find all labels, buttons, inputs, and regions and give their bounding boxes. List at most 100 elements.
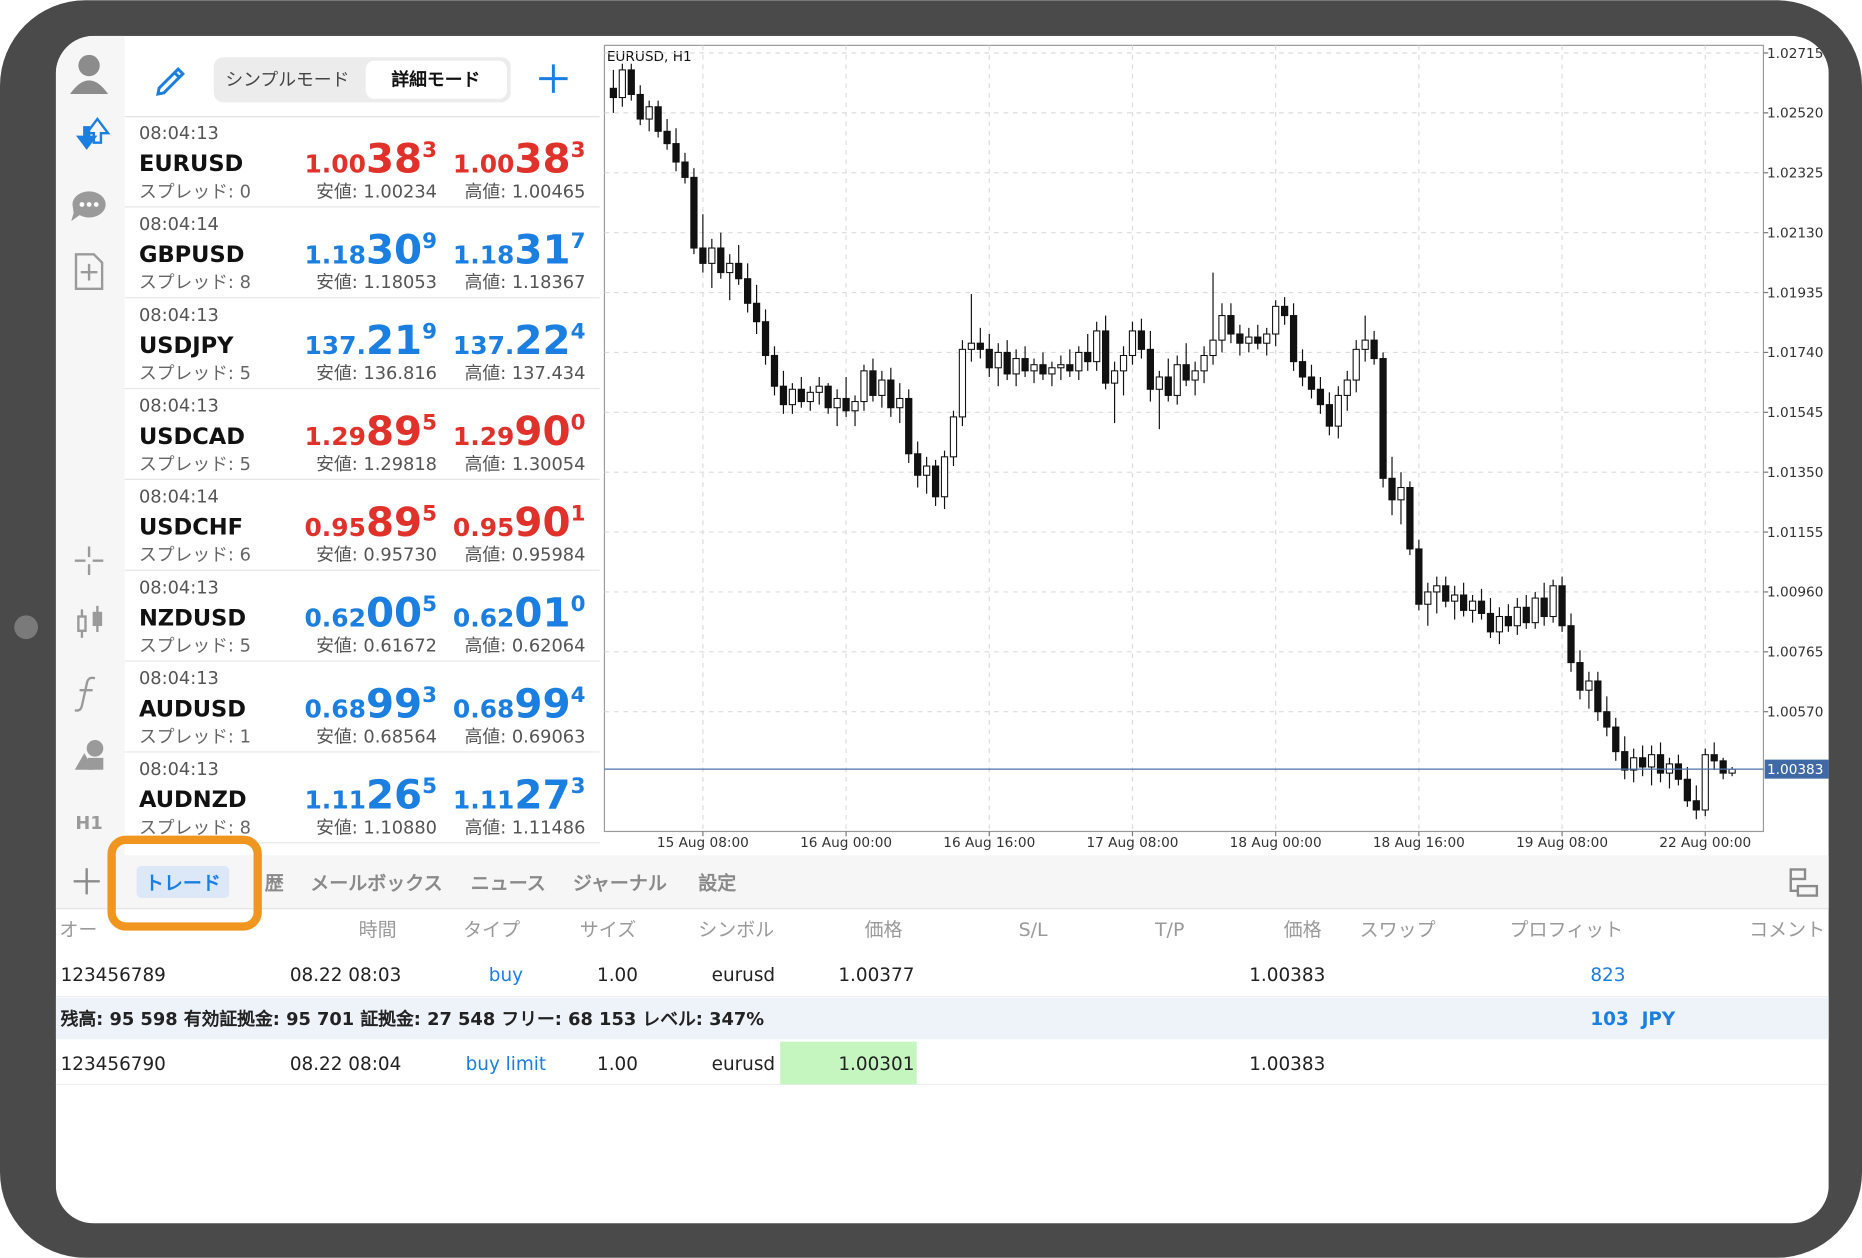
trade-icon[interactable] bbox=[76, 116, 111, 150]
ask-point: 1 bbox=[571, 501, 586, 526]
bid-pips: 99 bbox=[366, 680, 422, 727]
column-header: 時間 bbox=[359, 919, 397, 941]
candle-body bbox=[967, 342, 976, 350]
cell-symbol: eurusd bbox=[712, 965, 775, 986]
tab[interactable]: ニュース bbox=[471, 873, 546, 895]
quote-ask: 0.95901 bbox=[453, 499, 586, 546]
bid-prefix: 137. bbox=[304, 331, 366, 360]
cell-price: 1.00301 bbox=[838, 1054, 914, 1075]
objects-icon[interactable] bbox=[74, 740, 104, 770]
y-tick-label: 1.01740 bbox=[1767, 345, 1823, 361]
cell-order: 123456789 bbox=[61, 965, 166, 986]
quote-high: 高値: 1.00465 bbox=[465, 181, 586, 202]
ask-point: 0 bbox=[571, 592, 586, 617]
mode-detail[interactable]: 詳細モード bbox=[391, 69, 480, 91]
bid-pips: 38 bbox=[366, 135, 422, 182]
candle-body bbox=[1039, 364, 1047, 375]
candle-body bbox=[1352, 348, 1360, 381]
candle-body bbox=[1021, 358, 1029, 372]
tab[interactable]: 設定 bbox=[698, 872, 736, 895]
ask-pips: 01 bbox=[514, 590, 570, 637]
ask-pips: 99 bbox=[514, 680, 570, 727]
candle-body bbox=[1701, 754, 1709, 811]
ask-prefix: 137. bbox=[453, 331, 515, 360]
chat-icon[interactable] bbox=[71, 191, 106, 222]
quote-spread: スプレッド: 8 bbox=[139, 817, 251, 838]
bid-pips: 21 bbox=[366, 317, 422, 364]
cell-current-price: 1.00383 bbox=[1249, 965, 1325, 986]
bid-point: 3 bbox=[422, 683, 437, 708]
candle-body bbox=[788, 388, 797, 406]
candle-body bbox=[1638, 757, 1647, 768]
ask-pips: 90 bbox=[514, 499, 570, 546]
tab[interactable]: トレード bbox=[145, 873, 221, 895]
order-row[interactable]: 123456790 08.22 08:04 buy limit 1.00 eurusd 1… bbox=[61, 1054, 1326, 1075]
column-header: 価格 bbox=[1284, 919, 1322, 941]
timeframe-button[interactable]: H1 bbox=[75, 813, 102, 834]
chart-type-icon[interactable] bbox=[77, 605, 103, 638]
candle-body bbox=[1459, 594, 1468, 611]
y-tick-label: 1.01350 bbox=[1767, 465, 1823, 481]
tab[interactable]: ジャーナル bbox=[573, 873, 667, 895]
current-price-box bbox=[1764, 759, 1829, 779]
candle-body bbox=[1263, 333, 1271, 344]
quote-bid: 0.68993 bbox=[304, 680, 437, 727]
quote-low: 安値: 1.18053 bbox=[316, 272, 437, 293]
candle-body bbox=[1102, 330, 1110, 384]
quote-high: 高値: 0.95984 bbox=[465, 545, 586, 566]
home-dot bbox=[14, 615, 38, 640]
bid-point: 5 bbox=[422, 411, 437, 436]
layout-icon[interactable] bbox=[1789, 868, 1819, 897]
tab[interactable]: メールボックス bbox=[310, 873, 442, 895]
bid-prefix: 0.62 bbox=[304, 604, 366, 633]
candle-body bbox=[1531, 597, 1539, 624]
ask-pips: 27 bbox=[514, 771, 570, 818]
x-tick-label: 19 Aug 08:00 bbox=[1516, 835, 1608, 851]
mode-simple[interactable]: シンプルモード bbox=[225, 70, 349, 91]
cell-type: buy bbox=[489, 965, 523, 986]
column-header: 価格 bbox=[864, 919, 902, 941]
candle-body bbox=[1710, 754, 1718, 762]
candle-body bbox=[779, 385, 788, 406]
edit-icon[interactable] bbox=[156, 66, 185, 96]
tab[interactable]: 歴 bbox=[265, 873, 284, 895]
quote-symbol: EURUSD bbox=[139, 151, 243, 177]
quote-time: 08:04:13 bbox=[139, 577, 219, 598]
bid-point: 3 bbox=[422, 138, 437, 163]
add-tab-icon[interactable] bbox=[73, 868, 100, 895]
pending-price-bg bbox=[780, 1041, 917, 1085]
quote-high: 高値: 0.62064 bbox=[465, 636, 586, 657]
add-symbol-icon[interactable] bbox=[539, 64, 568, 93]
mode-selected-bg bbox=[365, 60, 508, 99]
crosshair-icon[interactable] bbox=[74, 546, 104, 575]
candle-body bbox=[1477, 600, 1486, 614]
candle-body bbox=[1200, 354, 1208, 372]
candle-body bbox=[1379, 358, 1387, 479]
candle-body bbox=[690, 176, 698, 249]
y-tick-label: 1.01935 bbox=[1767, 285, 1823, 301]
candle-body bbox=[1307, 376, 1316, 390]
new-doc-icon[interactable] bbox=[74, 253, 104, 290]
candle-body bbox=[1665, 763, 1674, 774]
candle-body bbox=[806, 391, 814, 403]
candle-body bbox=[1137, 330, 1146, 350]
candle-body bbox=[896, 397, 904, 409]
indicator-icon[interactable] bbox=[74, 676, 96, 712]
bid-prefix: 1.18 bbox=[304, 240, 366, 269]
candle-body bbox=[1656, 754, 1665, 774]
account-icon[interactable] bbox=[70, 54, 109, 95]
candle-body bbox=[1728, 768, 1736, 774]
candle-body bbox=[663, 130, 671, 145]
candle-body bbox=[1030, 364, 1038, 372]
candle-body bbox=[940, 456, 949, 498]
order-row[interactable]: 123456789 08.22 08:03 buy 1.00 eurusd 1.00377… bbox=[61, 965, 1626, 986]
quote-time: 08:04:13 bbox=[139, 123, 219, 144]
column-header: タイプ bbox=[463, 919, 520, 941]
